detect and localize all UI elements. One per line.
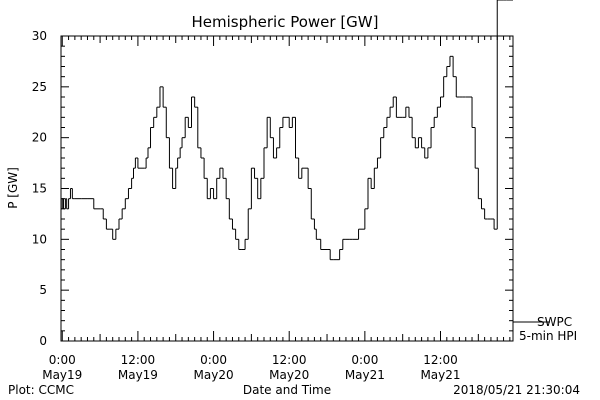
y-tick-label: 5 bbox=[39, 283, 47, 297]
y-axis-ticks: 0 5 10 15 20 25 30 bbox=[32, 29, 513, 348]
x-tick-label-date: May21 bbox=[420, 368, 460, 382]
y-tick-label: 20 bbox=[32, 131, 47, 145]
y-tick-label: 15 bbox=[32, 182, 47, 196]
x-tick-label-time: 0:00 bbox=[49, 353, 76, 367]
legend-entry-5-min-hpi: 5-min HPI bbox=[519, 329, 577, 343]
x-tick-label-date: May19 bbox=[42, 368, 82, 382]
y-tick-label: 25 bbox=[32, 80, 47, 94]
x-tick-label-time: 12:00 bbox=[272, 353, 307, 367]
x-tick-label-date: May20 bbox=[194, 368, 234, 382]
x-tick-label-date: May21 bbox=[345, 368, 385, 382]
x-tick-label-date: May19 bbox=[118, 368, 158, 382]
plot-credit: Plot: CCMC bbox=[8, 383, 74, 397]
plot-timestamp: 2018/05/21 21:30:04 bbox=[453, 383, 580, 397]
series-layer bbox=[61, 0, 513, 261]
x-tick-label-time: 12:00 bbox=[423, 353, 458, 367]
x-tick-label-date: May20 bbox=[269, 368, 309, 382]
x-axis-ticks: 0:00May1912:00May190:00May2012:00May200:… bbox=[42, 36, 511, 382]
legend-entry-swpc: SWPC bbox=[537, 315, 572, 329]
x-axis-label: Date and Time bbox=[243, 383, 331, 397]
x-tick-label-time: 12:00 bbox=[121, 353, 156, 367]
y-tick-label: 0 bbox=[39, 334, 47, 348]
x-tick-label-time: 0:00 bbox=[200, 353, 227, 367]
y-axis-label: P [GW] bbox=[6, 167, 20, 209]
y-tick-label: 30 bbox=[32, 29, 47, 43]
y-tick-label: 10 bbox=[32, 232, 47, 246]
chart-title: Hemispheric Power [GW] bbox=[192, 13, 379, 31]
x-tick-label-time: 0:00 bbox=[351, 353, 378, 367]
